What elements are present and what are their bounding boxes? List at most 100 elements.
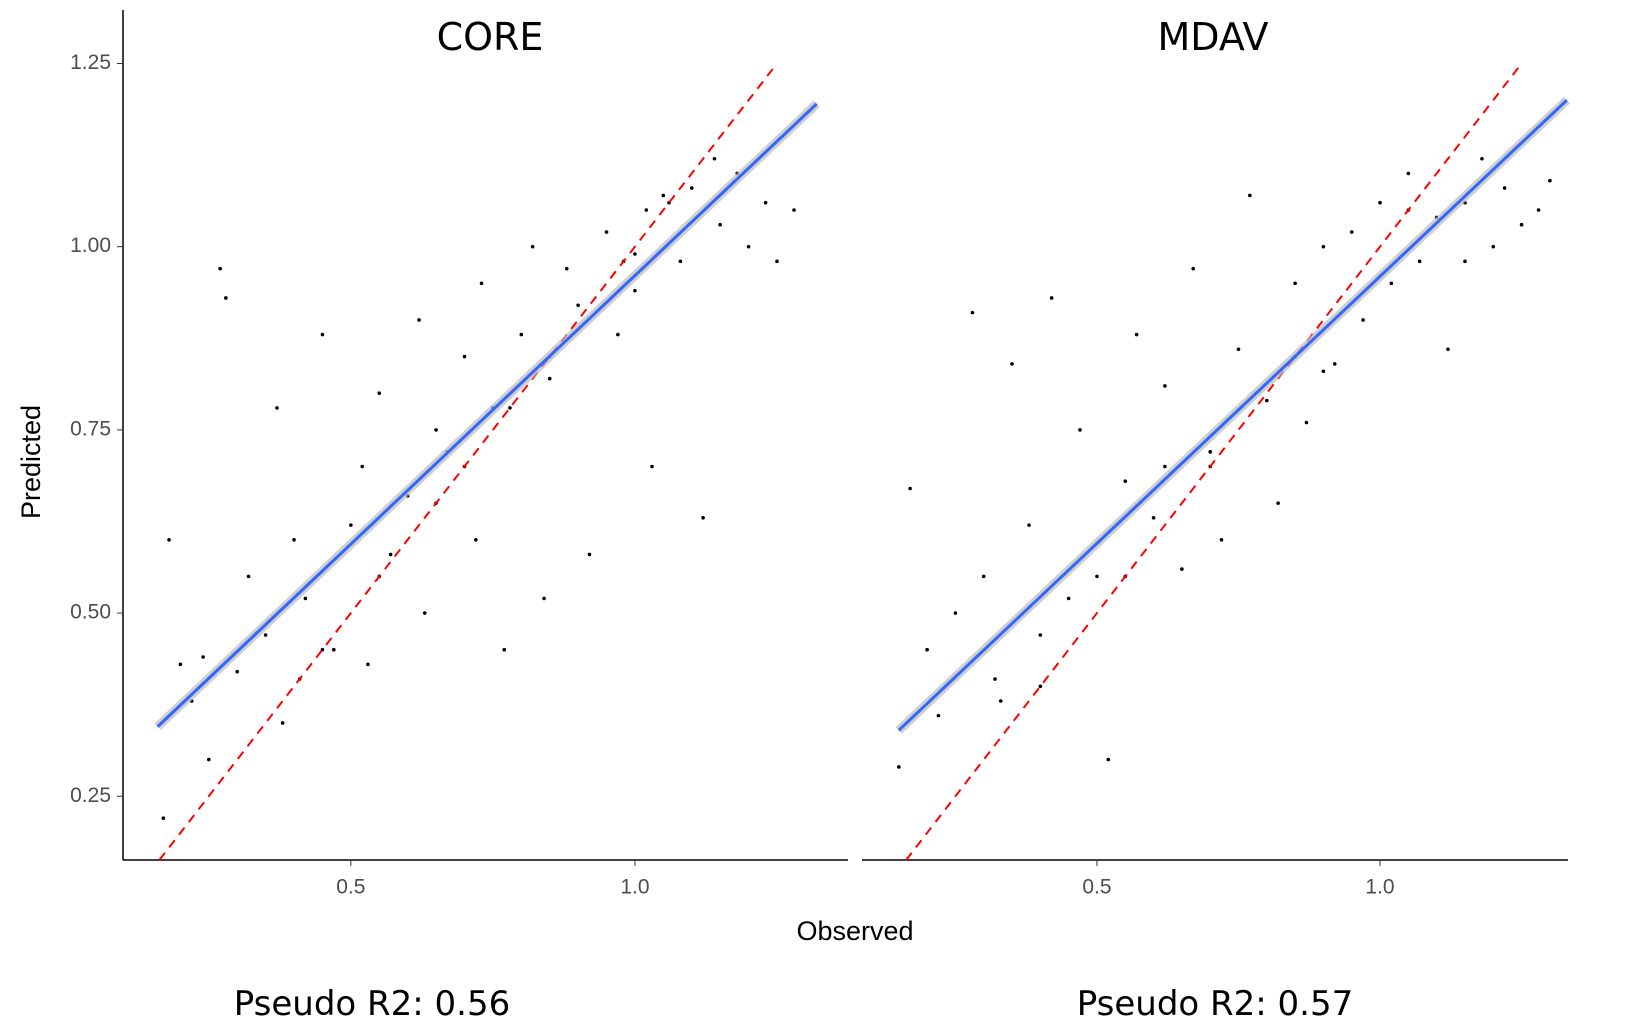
y-tick-label: 0.25 [70,784,111,807]
point [1446,347,1450,352]
x-tick-label: 1.0 [620,876,649,899]
point [970,310,975,315]
point [349,523,353,527]
point [508,406,512,410]
point [1321,369,1326,374]
point [718,222,722,227]
point [1361,318,1365,322]
point [925,647,929,652]
point [993,677,997,681]
point [519,332,524,337]
point [661,193,666,198]
point [1293,281,1297,286]
reference-line [158,62,778,861]
point [377,391,382,396]
point [1123,479,1128,483]
point [712,156,717,161]
point [1265,398,1269,403]
point [1378,200,1382,205]
point [936,713,941,718]
point [1038,684,1043,689]
point [746,244,751,249]
point [161,816,166,821]
point [502,647,507,652]
point [224,296,228,300]
point [1049,296,1054,300]
point [246,574,251,579]
point [303,596,308,601]
point [1163,464,1167,469]
fit-line [897,99,1568,732]
point [1463,259,1467,264]
point [1038,633,1043,637]
point [1519,222,1524,227]
point [218,266,222,271]
x-tick-label: 1.0 [1365,876,1394,899]
point [474,537,478,542]
point [587,552,592,557]
point [792,208,796,212]
point [1536,208,1541,212]
point [1406,171,1411,176]
point [1027,523,1031,527]
point [275,406,279,410]
point [331,647,336,652]
point [1095,574,1099,579]
point [542,596,546,601]
point [616,332,620,337]
point [462,354,467,359]
point [689,186,694,190]
y-tick-label: 1.25 [70,51,111,74]
point [701,516,705,520]
point [678,259,683,264]
point [1078,428,1082,432]
x-tick-label: 0.5 [336,876,365,899]
point [206,757,211,762]
point [908,486,912,491]
point [235,669,240,674]
point [981,574,986,579]
point [1332,362,1337,366]
point [1134,332,1139,337]
annotation: Pseudo R2: 0.57 [1077,984,1354,1024]
point [360,464,365,469]
point [1304,420,1309,425]
point [320,332,325,337]
point [1208,450,1212,454]
point [388,552,393,557]
point [1010,362,1014,366]
point [1180,567,1184,571]
point [1106,757,1111,762]
point [650,464,654,469]
point [434,428,438,432]
y-axis-label: Predicted [16,405,46,519]
point [366,662,370,667]
point [263,633,268,637]
point [1321,244,1326,249]
point [479,281,484,286]
point [576,303,580,308]
point [604,230,609,234]
point [775,259,779,264]
point [633,252,637,256]
point [644,208,649,212]
point [1491,244,1496,249]
point [1219,537,1224,542]
point [292,537,296,542]
point [953,611,958,615]
point [1151,516,1156,520]
annotation: Pseudo R2: 0.56 [234,984,511,1024]
point [633,288,637,293]
point [1417,259,1422,264]
point [1066,596,1071,601]
point [167,537,171,542]
y-tick-label: 0.50 [70,601,111,624]
point [1248,193,1252,198]
x-tick-label: 0.5 [1082,876,1111,899]
point [763,200,768,205]
point [201,655,205,659]
point [998,699,1003,703]
panel-title: CORE [437,15,544,59]
fit-line [156,102,818,728]
